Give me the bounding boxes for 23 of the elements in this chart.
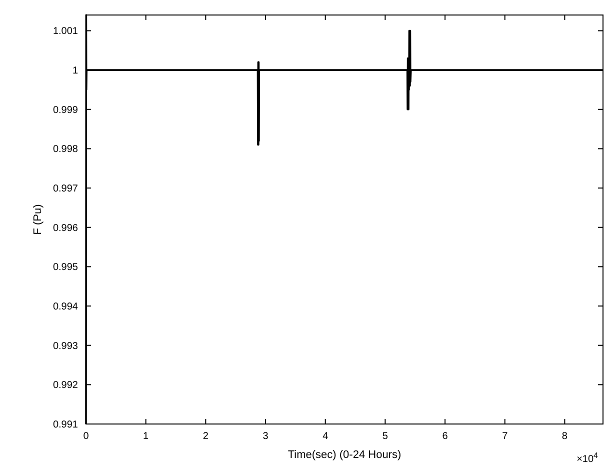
x-tick-label: 7: [502, 431, 508, 442]
x-tick-label: 1: [143, 431, 150, 442]
x-tick-label: 0: [83, 431, 90, 442]
y-tick-label: 0.995: [52, 262, 78, 274]
y-tick-label: 0.992: [52, 380, 78, 392]
x-tick-label: 8: [562, 431, 568, 442]
text: ×10$^{4}$: [576, 450, 599, 465]
x-tick-label: 5: [382, 431, 388, 442]
y-tick-label: 1.001: [52, 26, 78, 38]
y-tick-label: 0.997: [52, 184, 78, 195]
y-tick-label: 0.996: [52, 222, 78, 234]
y-axis-title: F (Pu): [32, 204, 44, 235]
y-tick-label: 0.993: [52, 340, 78, 352]
x-axis-title: Time(sec) (0-24 Hours): [288, 449, 402, 461]
y-tick-label: 1: [72, 66, 78, 77]
x-tick-label: 2: [202, 431, 209, 442]
y-tick-label: 0.991: [52, 420, 78, 430]
y-tick-label: 0.994: [52, 302, 78, 313]
y-tick-label: 0.998: [52, 144, 78, 156]
x-tick-label: 6: [442, 431, 448, 442]
x-tick-label: 4: [322, 431, 329, 442]
x-tick-label: 3: [262, 431, 269, 442]
y-tick-label: 0.999: [52, 104, 78, 116]
